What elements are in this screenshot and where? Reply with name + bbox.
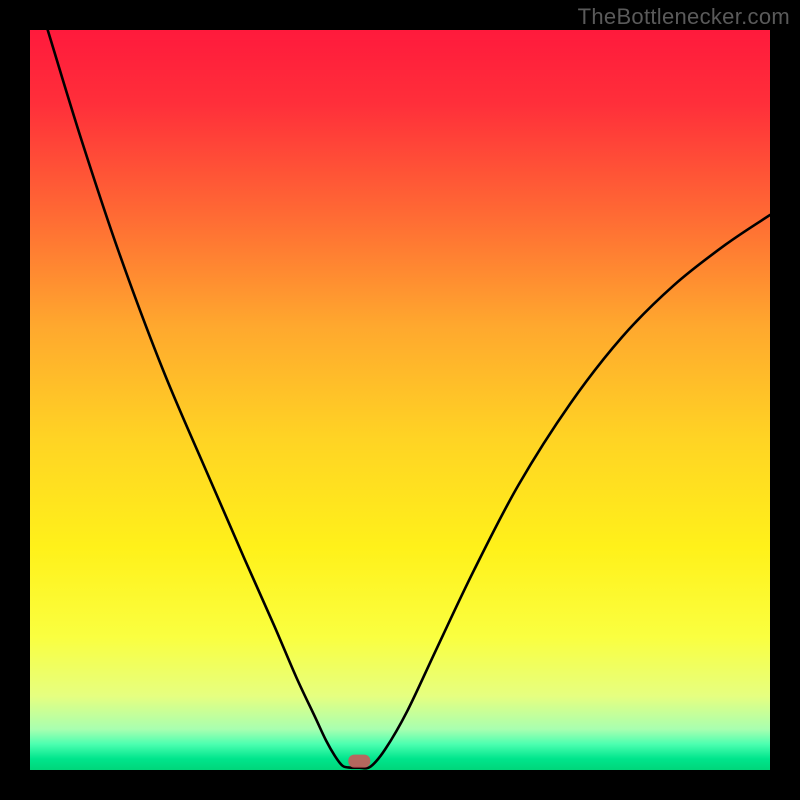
plot-background xyxy=(30,30,770,770)
chart-svg xyxy=(0,0,800,800)
chart-stage: TheBottlenecker.com xyxy=(0,0,800,800)
watermark-text: TheBottlenecker.com xyxy=(578,4,790,30)
minimum-marker xyxy=(348,755,370,768)
